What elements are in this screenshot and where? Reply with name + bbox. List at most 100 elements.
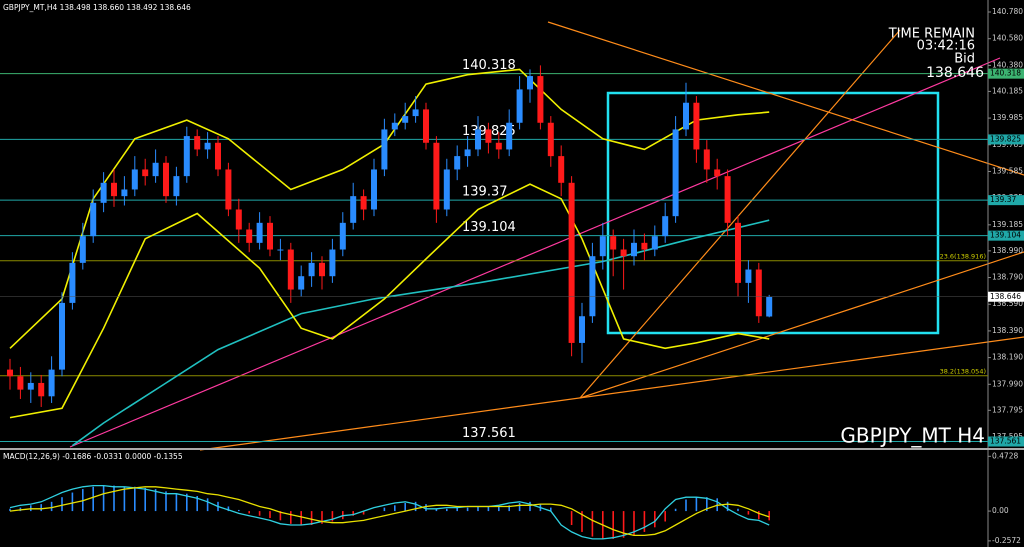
trend-line (199, 336, 1024, 451)
fib-label: 23.6(138.916) (940, 253, 986, 261)
candle-body (38, 382, 45, 397)
fib-label: 38.2(138.054) (940, 368, 986, 376)
level-label: 139.104 (462, 220, 516, 235)
candle-body (402, 116, 409, 123)
candle-body (558, 156, 565, 183)
candle-body (423, 109, 429, 143)
box-annotation (606, 91, 940, 335)
y-tick-label: -0.2572 (992, 536, 1021, 545)
candle-body (277, 249, 284, 251)
candle-body (391, 122, 398, 130)
candle-body (121, 189, 128, 197)
candle-body (620, 249, 627, 257)
candle-body (360, 196, 367, 210)
trend-line (547, 21, 1024, 176)
candle-body (152, 162, 159, 177)
axis-tag (988, 436, 1024, 447)
candle-body (433, 142, 440, 210)
candle-body (183, 136, 190, 177)
candle-body (225, 169, 232, 210)
candle-body (308, 262, 315, 277)
y-tick-label: 140.780 (992, 7, 1023, 16)
candle-body (235, 209, 242, 230)
candle-body (641, 242, 648, 250)
macd-header: MACD(12,26,9) -0.1686 -0.0331 0.0000 -0.… (3, 452, 183, 461)
candle-body (59, 302, 65, 370)
axis-tag (988, 68, 1024, 79)
axis-tag-label: 139.104 (990, 231, 1021, 240)
candle-body (79, 236, 86, 263)
candle-body (287, 249, 294, 290)
candle-body (329, 249, 336, 277)
axis-tag (988, 230, 1024, 241)
candle-body (672, 129, 679, 217)
axis-tag-label: 139.825 (990, 134, 1021, 143)
candle-body (256, 222, 263, 243)
candle-body (485, 129, 492, 143)
bid-label: Bid (954, 52, 975, 67)
candle-body (48, 369, 55, 397)
level-label: 137.561 (462, 426, 516, 441)
y-tick-label: 139.585 (992, 166, 1023, 175)
candle-body (371, 169, 377, 210)
candle-body (454, 156, 461, 170)
candle-body (443, 169, 450, 210)
y-tick-label: 138.990 (992, 246, 1023, 255)
y-tick-label: 139.985 (992, 113, 1023, 122)
axis-tag (988, 195, 1024, 206)
candle-body (766, 296, 773, 317)
candle-body (350, 196, 357, 223)
candle-body (319, 262, 325, 277)
y-tick-label: 138.590 (992, 299, 1023, 308)
axis-tag-label: 137.561 (990, 437, 1021, 446)
candle-body (651, 236, 658, 250)
timer-time: 03:42:16 (917, 39, 975, 54)
macd-line (9, 486, 770, 537)
candle-body (173, 176, 180, 197)
axis-tag-label: 140.318 (990, 69, 1021, 78)
trend-line (579, 29, 901, 399)
chart-header: GBPJPY_MT,H4 138.498 138.660 138.492 138… (3, 3, 191, 12)
candle-body (17, 376, 24, 390)
level-label: 139.37 (462, 185, 508, 200)
candle-body (7, 369, 13, 377)
candle-body (131, 169, 138, 190)
candle-body (537, 76, 544, 123)
y-tick-label: 138.190 (992, 353, 1023, 362)
candle-body (412, 109, 419, 117)
candle-body (204, 142, 211, 150)
level-label: 140.318 (462, 58, 516, 73)
bid-tag (988, 291, 1024, 302)
candle-body (527, 76, 533, 90)
candle-body (194, 136, 201, 150)
bid-value: 138.646 (926, 65, 984, 81)
candle-body (215, 142, 221, 170)
candle-body (599, 236, 606, 257)
candle-body (506, 122, 513, 150)
candle-body (610, 236, 617, 250)
y-tick-label: 140.580 (992, 34, 1023, 43)
y-tick-label: 138.790 (992, 273, 1023, 282)
candle-body (755, 269, 762, 317)
candle-body (516, 89, 523, 123)
candle-body (475, 129, 481, 150)
candle-body (464, 149, 471, 157)
candle-body (735, 222, 741, 283)
y-tick-label: 140.380 (992, 60, 1023, 69)
candle-body (90, 202, 97, 237)
candle-body (27, 382, 34, 390)
candle-body (381, 129, 388, 170)
timer-title: TIME REMAIN (888, 27, 975, 42)
candle-body (267, 222, 273, 250)
candle-body (703, 149, 710, 170)
y-tick-label: 137.990 (992, 379, 1023, 388)
y-tick-label: 139.185 (992, 220, 1023, 229)
candle-body (683, 102, 689, 130)
trend-line (69, 57, 1001, 448)
candle-body (339, 222, 346, 250)
candle-body (163, 162, 169, 197)
candle-body (142, 169, 149, 177)
trend-line (579, 251, 1024, 399)
candle-body (298, 276, 305, 290)
